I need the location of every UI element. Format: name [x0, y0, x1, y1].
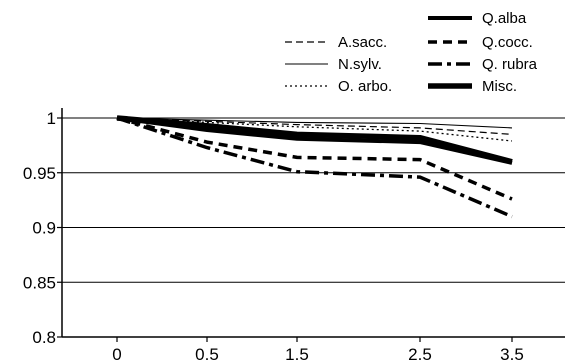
legend-label: Q. rubra [482, 56, 538, 73]
series-lines [116, 115, 513, 219]
legend-label: Q.cocc. [482, 34, 533, 51]
legend: A.sacc. N.sylv. O. arbo. Q.alba Q.cocc. Q. ru… [285, 10, 538, 95]
x-tick-label: 1.5 [285, 345, 309, 362]
legend-label: Q.alba [482, 10, 527, 27]
legend-label: O. arbo. [338, 78, 392, 95]
y-tick-label: 1 [47, 109, 56, 128]
series-line [116, 117, 513, 135]
legend-label: Misc. [482, 78, 517, 95]
series-line [116, 115, 513, 165]
y-tick-label: 0.8 [32, 328, 56, 347]
legend-label: N.sylv. [338, 56, 382, 73]
y-tick-label: 0.95 [23, 164, 56, 183]
y-axis-ticks: 0.8 0.85 0.9 0.95 1 [23, 109, 62, 347]
axes [61, 108, 565, 338]
series-line [116, 116, 513, 165]
series-line [116, 116, 513, 201]
series-line [116, 116, 513, 219]
x-tick-label: 2.5 [408, 345, 432, 362]
y-tick-label: 0.85 [23, 273, 56, 292]
legend-label: A.sacc. [338, 34, 387, 51]
x-tick-label: 3.5 [500, 345, 524, 362]
gridlines [62, 117, 565, 283]
series-line [116, 117, 513, 129]
y-tick-label: 0.9 [32, 219, 56, 238]
x-tick-label: 0.5 [195, 345, 219, 362]
x-tick-label: 0 [112, 345, 121, 362]
x-axis-ticks: 0 0.5 1.5 2.5 3.5 [112, 337, 524, 362]
